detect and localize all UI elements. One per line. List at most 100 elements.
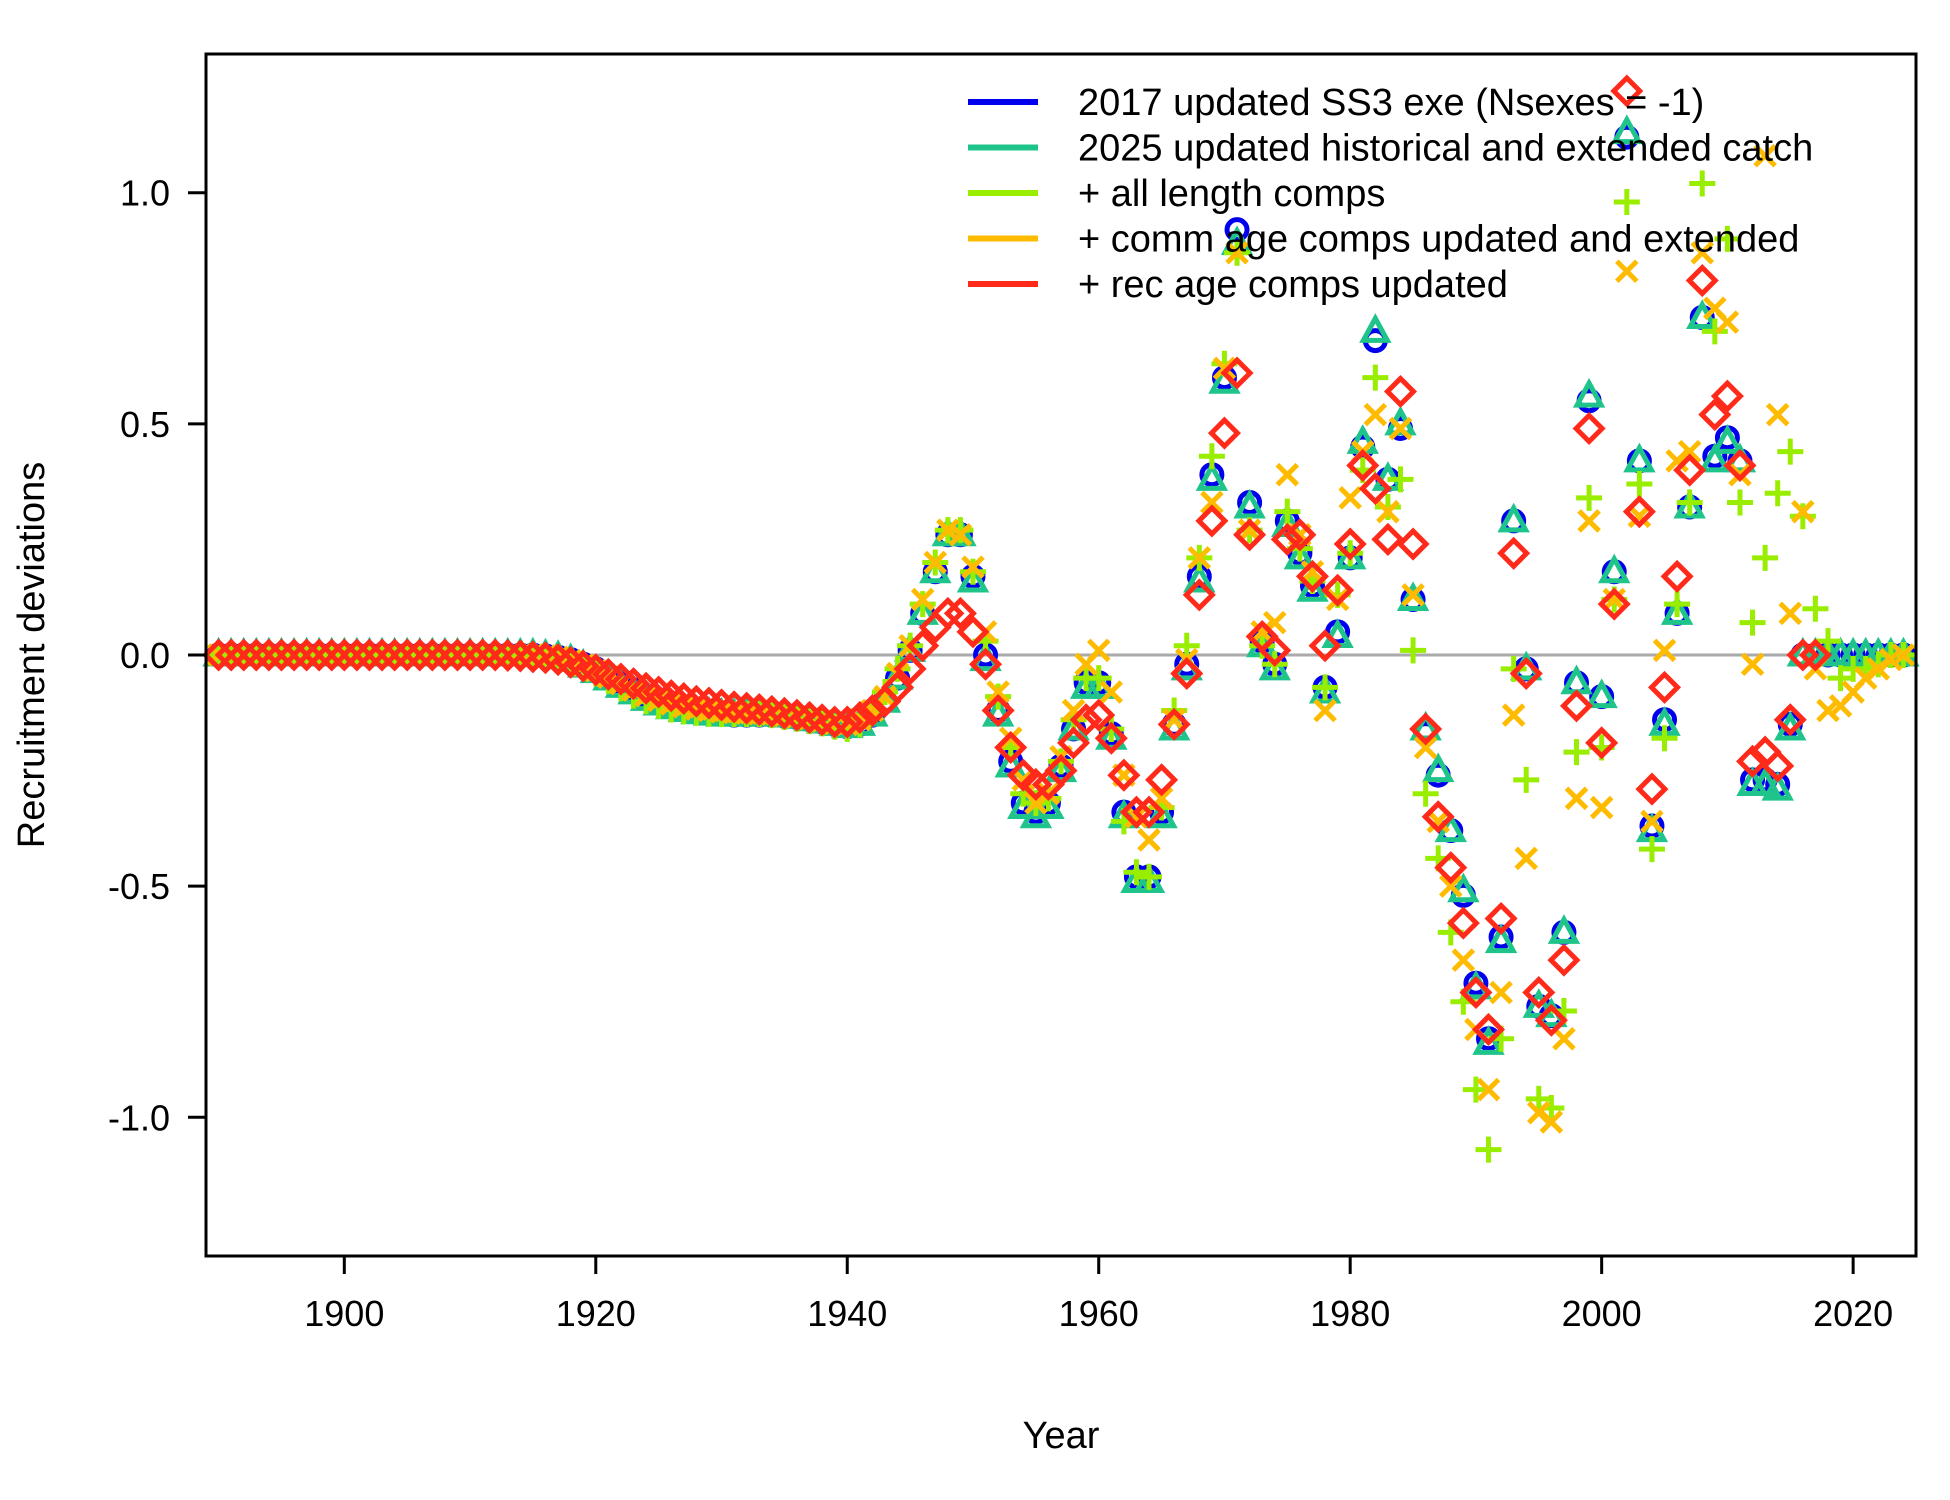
data-point-cross	[1627, 504, 1652, 529]
data-point-cross	[923, 550, 948, 575]
data-point-plus	[1664, 591, 1691, 618]
data-point-diamond	[1057, 726, 1091, 760]
data-point-plus	[1098, 715, 1125, 742]
data-point-diamond	[1647, 670, 1682, 704]
data-point-triangle	[1447, 872, 1480, 903]
data-point-diamond	[478, 638, 512, 672]
data-point-plus	[1362, 364, 1389, 391]
data-point-triangle	[1132, 863, 1166, 894]
data-point-cross	[1187, 546, 1212, 570]
data-point-plus	[1764, 480, 1791, 507]
data-point-diamond	[1069, 703, 1103, 737]
data-point-plus	[1462, 1076, 1489, 1103]
data-point-cross	[1275, 462, 1300, 487]
data-point-triangle	[1095, 719, 1128, 750]
data-point-plus	[1173, 632, 1200, 659]
data-point-triangle	[1472, 1025, 1505, 1055]
data-point-diamond	[1295, 559, 1330, 593]
data-point-diamond	[277, 638, 311, 672]
data-point-triangle	[1484, 923, 1518, 954]
data-point-diamond	[1333, 527, 1367, 561]
data-point-diamond	[516, 640, 550, 674]
y-tick-label: 1.0	[120, 173, 170, 214]
data-point-cross	[1388, 416, 1413, 441]
data-point-diamond	[1094, 721, 1128, 755]
data-point-triangle	[1409, 710, 1442, 741]
data-point-plus	[1475, 1136, 1502, 1163]
data-point-plus	[1274, 498, 1301, 525]
data-point-diamond	[843, 700, 877, 734]
data-point-triangle	[944, 516, 977, 547]
data-point-plus	[1777, 438, 1804, 465]
data-point-plus	[1136, 863, 1163, 890]
data-point-diamond	[1170, 656, 1204, 691]
data-point-diamond	[1409, 712, 1443, 746]
legend: 2017 updated SS3 exe (Nsexes = -1)2025 u…	[968, 82, 1813, 306]
data-point-diamond	[1383, 374, 1418, 409]
data-point-diamond	[855, 693, 889, 728]
data-point-triangle	[1623, 442, 1656, 473]
data-point-plus	[1739, 609, 1766, 636]
data-point-diamond	[969, 647, 1003, 681]
data-point-diamond	[1610, 74, 1644, 108]
data-point-cross	[1237, 518, 1262, 542]
data-point-diamond	[1132, 795, 1166, 829]
data-point-triangle	[1032, 789, 1065, 820]
data-point-cross	[1162, 707, 1186, 732]
data-point-cross	[1137, 828, 1161, 852]
data-point-diamond	[1321, 573, 1355, 607]
data-point-diamond	[214, 638, 248, 672]
data-point-cross	[1615, 259, 1639, 284]
data-point-triangle	[1283, 539, 1317, 570]
data-point-diamond	[1597, 587, 1631, 621]
data-point-cross	[1539, 1110, 1564, 1134]
data-point-plus	[1563, 739, 1590, 766]
data-point-triangle	[1522, 988, 1556, 1018]
x-tick-label: 1900	[304, 1293, 384, 1334]
data-point-diamond	[1434, 851, 1468, 885]
data-point-diamond	[1635, 772, 1669, 806]
x-tick-label: 1980	[1310, 1293, 1390, 1334]
data-point-diamond	[1308, 629, 1342, 663]
data-point-diamond	[1082, 698, 1116, 732]
legend-label: + all length comps	[1078, 173, 1385, 215]
y-axis-title: Recruitment deviations	[11, 462, 53, 849]
data-point-diamond	[981, 693, 1015, 728]
data-point-diamond	[1471, 1012, 1506, 1047]
data-point-diamond	[1358, 472, 1392, 506]
data-point-diamond	[1220, 356, 1254, 390]
data-point-plus	[1312, 674, 1339, 701]
data-point-diamond	[352, 638, 386, 672]
data-point-triangle	[906, 595, 939, 625]
data-point-plus	[1400, 637, 1427, 664]
data-point-diamond	[453, 638, 487, 672]
data-point-diamond	[1673, 453, 1707, 487]
data-points	[202, 74, 1920, 1163]
data-point-triangle	[1711, 424, 1744, 454]
data-point-diamond	[428, 638, 462, 672]
data-point-plus	[1814, 628, 1841, 655]
data-point-cross	[1652, 638, 1677, 663]
data-point-cross	[1426, 809, 1450, 834]
data-point-cross	[1514, 846, 1538, 871]
data-point-cross	[961, 555, 985, 579]
data-point-cross	[1816, 698, 1840, 723]
data-point-diamond	[264, 638, 298, 672]
data-point-diamond	[1522, 975, 1556, 1010]
data-point-cross	[1212, 356, 1237, 381]
data-point-diamond	[881, 670, 915, 704]
data-point-diamond	[1572, 411, 1606, 446]
data-point-cross	[1791, 499, 1815, 524]
data-point-diamond	[227, 638, 261, 672]
data-point-plus	[1198, 443, 1225, 470]
data-point-diamond	[1207, 416, 1241, 450]
data-point-diamond	[1484, 901, 1518, 936]
data-point-plus	[1714, 225, 1741, 252]
data-point-diamond	[1346, 448, 1380, 482]
data-point-triangle	[1585, 678, 1618, 709]
data-point-circle	[1224, 217, 1250, 243]
data-point-diamond	[1798, 638, 1832, 672]
data-point-cross	[1879, 647, 1903, 672]
x-tick-label: 2000	[1562, 1293, 1642, 1334]
data-point-diamond	[1761, 749, 1795, 783]
